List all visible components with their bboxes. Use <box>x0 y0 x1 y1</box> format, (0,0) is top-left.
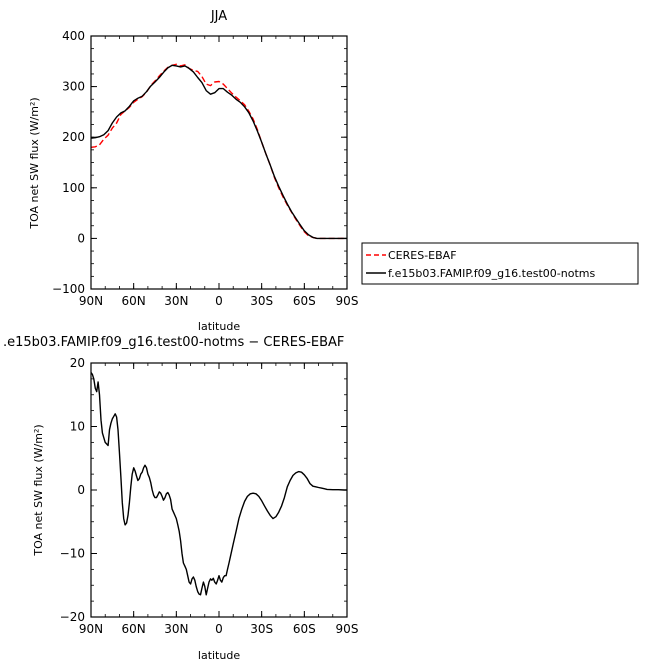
legend-label-ceres-ebaf: CERES-EBAF <box>388 249 457 262</box>
bottom-chart-y-tick-label: −10 <box>60 547 85 561</box>
bottom-chart-series <box>90 372 347 596</box>
bottom-chart-x-tick-label: 60N <box>122 622 146 636</box>
top-chart-title: JJA <box>210 9 227 24</box>
top-chart-series <box>90 63 347 240</box>
legend-box <box>361 242 639 285</box>
legend-label-model: f.e15b03.FAMIP.f09_g16.test00-notms <box>388 267 595 280</box>
top-chart-series-line-0 <box>90 63 347 240</box>
top-chart-ticks: 90N 60N 30N 0 30S 60S 90S −100 0 100 200 300 400 <box>52 29 358 308</box>
bottom-chart-x-tick-label: 60S <box>293 622 316 636</box>
bottom-chart-y-tick-label: −20 <box>60 610 85 624</box>
top-chart-x-axis-label: latitude <box>198 320 240 333</box>
top-chart-x-tick-label: 0 <box>215 294 223 308</box>
top-chart: JJA TOA net SW flux (W/m²) latitude 90N 6… <box>28 9 358 333</box>
bottom-chart-plot-frame <box>90 362 348 618</box>
bottom-chart-x-tick-label: 30S <box>250 622 273 636</box>
top-chart-y-tick-label: 400 <box>62 29 85 43</box>
bottom-chart-ticks: 90N 60N 30N 0 30S 60S 90S −20 −10 0 10 20 <box>60 356 359 636</box>
top-chart-x-tick-label: 30S <box>250 294 273 308</box>
top-chart-y-tick-label: 0 <box>77 231 85 245</box>
top-chart-y-axis-label: TOA net SW flux (W/m²) <box>28 97 41 229</box>
legend: CERES-EBAF f.e15b03.FAMIP.f09_g16.test00… <box>361 242 639 285</box>
bottom-chart-title: .e15b03.FAMIP.f09_g16.test00-notms − CER… <box>3 335 344 350</box>
bottom-chart-y-axis-label: TOA net SW flux (W/m²) <box>32 424 45 556</box>
bottom-chart-x-axis-label: latitude <box>198 649 240 662</box>
top-chart-x-tick-label: 60N <box>122 294 146 308</box>
top-chart-y-tick-label: 200 <box>62 130 85 144</box>
bottom-chart-y-tick-label: 20 <box>70 356 85 370</box>
top-chart-series-line-1 <box>90 64 347 240</box>
top-chart-plot-frame <box>90 35 348 290</box>
bottom-chart-x-tick-label: 90S <box>336 622 359 636</box>
bottom-chart-x-tick-label: 30N <box>164 622 188 636</box>
top-chart-x-tick-label: 90N <box>79 294 103 308</box>
bottom-chart-x-tick-label: 90N <box>79 622 103 636</box>
bottom-chart-x-tick-label: 0 <box>215 622 223 636</box>
bottom-chart: .e15b03.FAMIP.f09_g16.test00-notms − CER… <box>3 335 358 662</box>
top-chart-y-tick-label: 100 <box>62 181 85 195</box>
top-chart-y-tick-label: 300 <box>62 80 85 94</box>
top-chart-x-tick-label: 90S <box>336 294 359 308</box>
bottom-chart-y-tick-label: 0 <box>77 483 85 497</box>
top-chart-x-tick-label: 60S <box>293 294 316 308</box>
bottom-chart-series-line-0 <box>90 372 347 596</box>
bottom-chart-y-tick-label: 10 <box>70 420 85 434</box>
top-chart-x-tick-label: 30N <box>164 294 188 308</box>
top-chart-y-tick-label: −100 <box>52 282 85 296</box>
